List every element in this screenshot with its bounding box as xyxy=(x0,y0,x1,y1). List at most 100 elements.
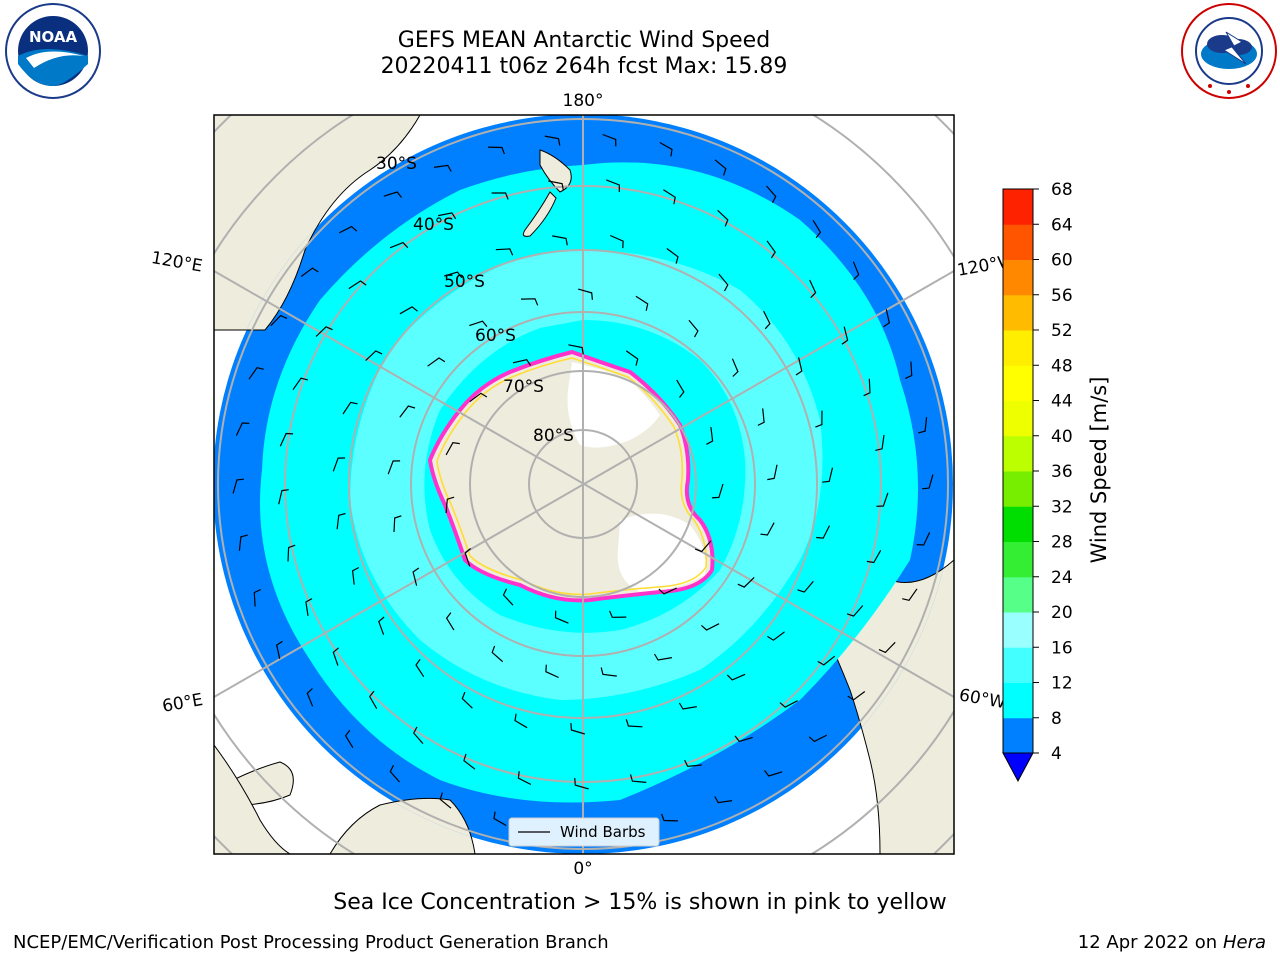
wind-barb xyxy=(336,512,346,530)
wind-barb xyxy=(279,432,294,447)
wind-barb xyxy=(658,587,677,595)
wind-barb xyxy=(701,623,720,631)
wind-barb xyxy=(552,235,568,246)
colorbar-segment xyxy=(1003,435,1033,472)
colorbar-segment xyxy=(1003,717,1033,754)
colorbar-segment xyxy=(1003,612,1033,648)
colorbar-tick-label: 12 xyxy=(1051,674,1073,694)
wind-barb xyxy=(491,192,509,200)
colorbar-tick-label: 36 xyxy=(1051,462,1073,482)
colorbar-tick-label: 24 xyxy=(1051,568,1073,588)
wind-barb xyxy=(493,811,507,827)
wind-barb xyxy=(445,612,455,631)
wind-barb xyxy=(812,219,822,239)
lat-label-50s: 50°S xyxy=(444,272,485,292)
wind-barb xyxy=(766,240,776,259)
wind-barb xyxy=(797,581,814,593)
wind-barb xyxy=(433,164,452,172)
wind-barb xyxy=(876,492,889,507)
wind-barb xyxy=(717,209,729,227)
colorbar-segment xyxy=(1003,365,1033,401)
wind-barb xyxy=(548,180,564,191)
lon-label-180: 180° xyxy=(563,91,604,111)
wind-barb xyxy=(676,379,685,398)
wind-barb xyxy=(578,288,593,300)
colorbar-segment xyxy=(1003,647,1033,683)
wind-barb xyxy=(276,640,283,659)
wind-barb xyxy=(606,179,620,192)
wind-barb xyxy=(351,566,360,585)
wind-barb xyxy=(520,298,539,306)
wind-barb xyxy=(487,146,505,155)
colorbar-segment xyxy=(1003,471,1033,507)
lon-label-0: 0° xyxy=(573,859,592,879)
wind-barb xyxy=(737,576,755,588)
wind-barb xyxy=(464,548,471,567)
colorbar-tick-label: 64 xyxy=(1051,215,1073,235)
wind-barb xyxy=(767,464,778,481)
wind-barb xyxy=(779,700,798,708)
wind-barb xyxy=(916,532,931,546)
wind-barb xyxy=(389,241,409,249)
wind-barb xyxy=(902,588,918,601)
legend-box xyxy=(508,817,660,847)
wind-barb xyxy=(387,460,401,475)
colorbar-segment xyxy=(1003,330,1033,366)
wind-barb xyxy=(609,610,627,618)
wind-barb xyxy=(287,544,296,562)
lat-label-80s: 80°S xyxy=(533,426,574,446)
wind-barb xyxy=(463,753,476,770)
wind-barb xyxy=(305,598,313,616)
wind-barb xyxy=(714,159,727,176)
wind-barb xyxy=(625,350,639,366)
wind-barb xyxy=(332,457,346,472)
wind-barb xyxy=(711,483,724,499)
wind-barb xyxy=(629,774,647,783)
wind-barb xyxy=(847,691,866,701)
ice-shelf-ross xyxy=(567,362,660,448)
wind-barb xyxy=(808,734,828,743)
wind-barb xyxy=(922,474,934,490)
colorbar-tick-label: 20 xyxy=(1051,603,1073,623)
wind-barb xyxy=(863,378,871,397)
wind-barb xyxy=(378,616,385,635)
wind-barb xyxy=(625,719,643,728)
graticule xyxy=(214,115,954,854)
wind-barb xyxy=(918,417,928,434)
wind-barb xyxy=(248,367,264,380)
wind-barb xyxy=(235,422,250,436)
wind-barb xyxy=(399,405,416,418)
wind-barb xyxy=(883,309,890,328)
colorbar-segment xyxy=(1003,541,1033,578)
wind-barb xyxy=(767,631,785,641)
wind-barb xyxy=(635,295,649,311)
wind-barb xyxy=(545,664,559,679)
wind-barb xyxy=(714,796,733,804)
wind-barb xyxy=(238,534,248,551)
wind-barb xyxy=(544,135,561,146)
wind-barbs xyxy=(232,133,934,835)
wind-barb xyxy=(760,522,775,536)
colorbar-segment xyxy=(1003,576,1033,613)
wind-barb xyxy=(427,357,446,367)
colorbar-segment xyxy=(1003,259,1033,296)
wind-barb xyxy=(661,813,679,822)
wind-barb xyxy=(512,359,532,366)
wind-barb xyxy=(822,467,834,483)
lat-label-30s: 30°S xyxy=(376,154,417,174)
wind-barb xyxy=(570,722,585,735)
wind-barb xyxy=(445,442,460,456)
colorbar-segment xyxy=(1003,682,1033,719)
colorbar-tick-label: 60 xyxy=(1051,251,1073,271)
wind-barb xyxy=(678,702,697,710)
colorbar-segment xyxy=(1003,189,1033,225)
wind-barb xyxy=(809,279,817,299)
noaa-logo: NOAA xyxy=(5,3,101,99)
wind-barb xyxy=(764,770,783,777)
wind-barb xyxy=(846,605,864,617)
wind-barb xyxy=(852,261,860,280)
wind-barb xyxy=(495,248,514,256)
wind-barb xyxy=(757,408,765,426)
sea-ice-edge xyxy=(427,349,715,603)
